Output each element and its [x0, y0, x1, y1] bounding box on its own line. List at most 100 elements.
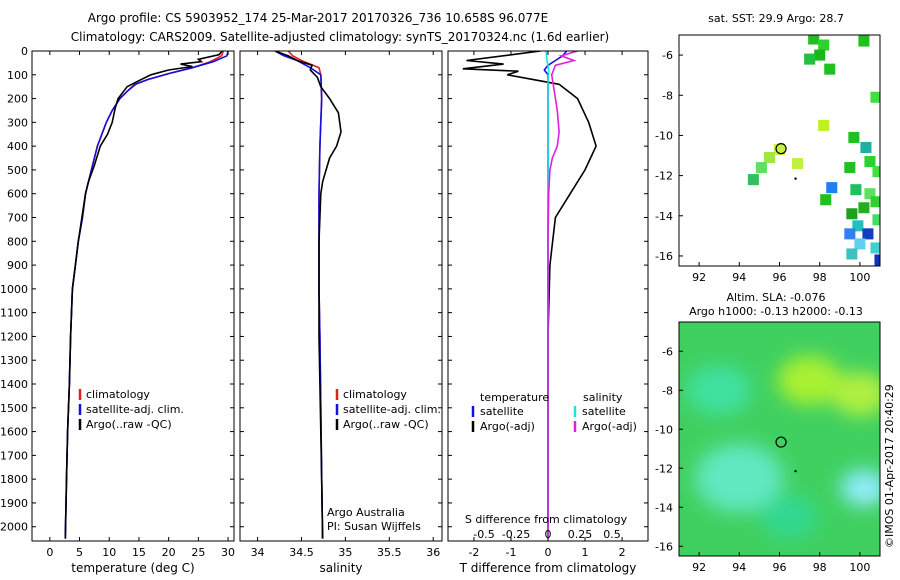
s-tick-label: 0.5	[603, 528, 621, 541]
y-tick-label: 1500	[0, 402, 28, 415]
y-tick-label: 900	[7, 259, 28, 272]
sst-cell	[818, 39, 830, 51]
x-tick-label: 98	[813, 561, 827, 574]
sst-cell	[844, 162, 856, 174]
sst-cell	[872, 166, 880, 178]
x-tick-label: 20	[162, 546, 176, 559]
x-tick-label: 0	[545, 546, 552, 559]
x-tick-label: 2	[619, 546, 626, 559]
island-dot	[794, 469, 797, 473]
x-axis-label: T difference from climatology	[459, 561, 637, 575]
sla-blob	[777, 355, 842, 406]
x-tick-label: -2	[468, 546, 479, 559]
x-tick-label: 1	[582, 546, 589, 559]
footer-credit: ©IMOS 01-Apr-2017 20:40:29	[883, 384, 896, 548]
x-tick-label: 96	[773, 561, 787, 574]
sst-cell	[773, 143, 786, 156]
legend-label: satellite	[480, 405, 524, 418]
x-tick-label: 5	[76, 546, 83, 559]
legend-title-salinity: salinity	[583, 391, 623, 404]
series-argo-raw-qc-	[64, 51, 223, 539]
sst-cell	[848, 131, 860, 143]
series-satellite-adj-clim-	[64, 51, 229, 539]
argo-position-marker	[775, 143, 787, 155]
x-tick-label: 25	[191, 546, 205, 559]
panel-difference_from_climatology: -2 -1 0 1 2 T difference from climatology temp…	[447, 50, 649, 575]
sla-blob	[853, 482, 878, 502]
x-tick-label: 35	[338, 546, 352, 559]
sla-blob	[831, 372, 880, 416]
y-tick-label: 2000	[0, 521, 28, 534]
sst-cell	[860, 141, 872, 154]
y-tick-label: 500	[7, 164, 28, 177]
x-tick-label: 94	[732, 271, 746, 284]
sst-cell	[854, 238, 866, 250]
x-tick-label: 100	[849, 561, 870, 574]
s-axis-label: S difference from climatology	[465, 513, 628, 526]
plot-frame	[239, 50, 443, 542]
legend-label: Argo(-adj)	[480, 420, 535, 433]
sst-cell	[747, 174, 759, 186]
sst-cell	[814, 49, 826, 61]
sst-cell	[870, 91, 880, 103]
argo-position-marker	[775, 436, 787, 448]
y-tick-label: 1100	[0, 307, 28, 320]
sst-cell	[850, 184, 862, 196]
sst-cell	[872, 214, 880, 226]
series-satellite-adj-clim-	[274, 51, 324, 539]
y-tick-label: -6	[662, 49, 673, 62]
x-axis-label: temperature (deg C)	[71, 561, 194, 575]
y-tick-label: 1600	[0, 426, 28, 439]
y-tick-label: 1300	[0, 354, 28, 367]
s-tick-label: 0	[545, 528, 552, 541]
x-tick-label: 96	[773, 271, 787, 284]
x-tick-label: -1	[505, 546, 516, 559]
y-tick-label: -8	[662, 384, 673, 397]
x-axis-label: salinity	[319, 561, 362, 575]
y-tick-label: -8	[662, 89, 673, 102]
x-tick-label: 36	[426, 546, 440, 559]
sst-cell	[858, 202, 870, 214]
legend-label: Argo(..raw -QC)	[343, 418, 429, 431]
x-tick-label: 92	[692, 561, 706, 574]
series-s-argo-adj-	[547, 51, 578, 539]
series-climatology	[287, 51, 324, 539]
sst-cell	[808, 35, 820, 45]
island-dot	[794, 177, 797, 180]
y-tick-label: 200	[7, 93, 28, 106]
y-tick-label: 1800	[0, 473, 28, 486]
sst-cell	[755, 162, 767, 174]
y-tick-label: 1200	[0, 330, 28, 343]
sst-cell	[844, 228, 856, 240]
sla-map-title-2: Argo h1000: -0.13 h2000: -0.13	[689, 305, 863, 318]
y-tick-label: 700	[7, 212, 28, 225]
s-tick-label: 0.25	[568, 528, 593, 541]
sst-cell	[818, 119, 830, 131]
sst-cell	[862, 228, 874, 240]
sst-cell	[826, 182, 838, 194]
legend-title-temperature: temperature	[480, 391, 549, 404]
y-tick-label: -16	[655, 250, 673, 263]
x-tick-label: 34	[251, 546, 265, 559]
y-tick-label: -14	[655, 210, 673, 223]
y-tick-label: 100	[7, 69, 28, 82]
sla-blob	[695, 443, 784, 513]
sst-cell	[870, 196, 880, 208]
sst-cell	[824, 63, 836, 75]
y-tick-label: 1400	[0, 378, 28, 391]
sla-blobs	[687, 355, 880, 539]
sla-map-title-1: Altim. SLA: -0.076	[726, 291, 825, 304]
sst-cell	[864, 156, 876, 168]
series-climatology	[64, 51, 225, 539]
x-tick-label: 35.5	[377, 546, 402, 559]
sla-field	[687, 355, 880, 539]
x-tick-label: 10	[102, 546, 116, 559]
x-tick-label: 94	[732, 561, 746, 574]
sst-cell	[804, 53, 816, 65]
series-t-argo-adj-	[462, 51, 597, 539]
x-tick-label: 98	[813, 271, 827, 284]
legend-label: satellite	[582, 405, 626, 418]
x-tick-label: 34.5	[289, 546, 314, 559]
sst-cell	[864, 188, 876, 200]
